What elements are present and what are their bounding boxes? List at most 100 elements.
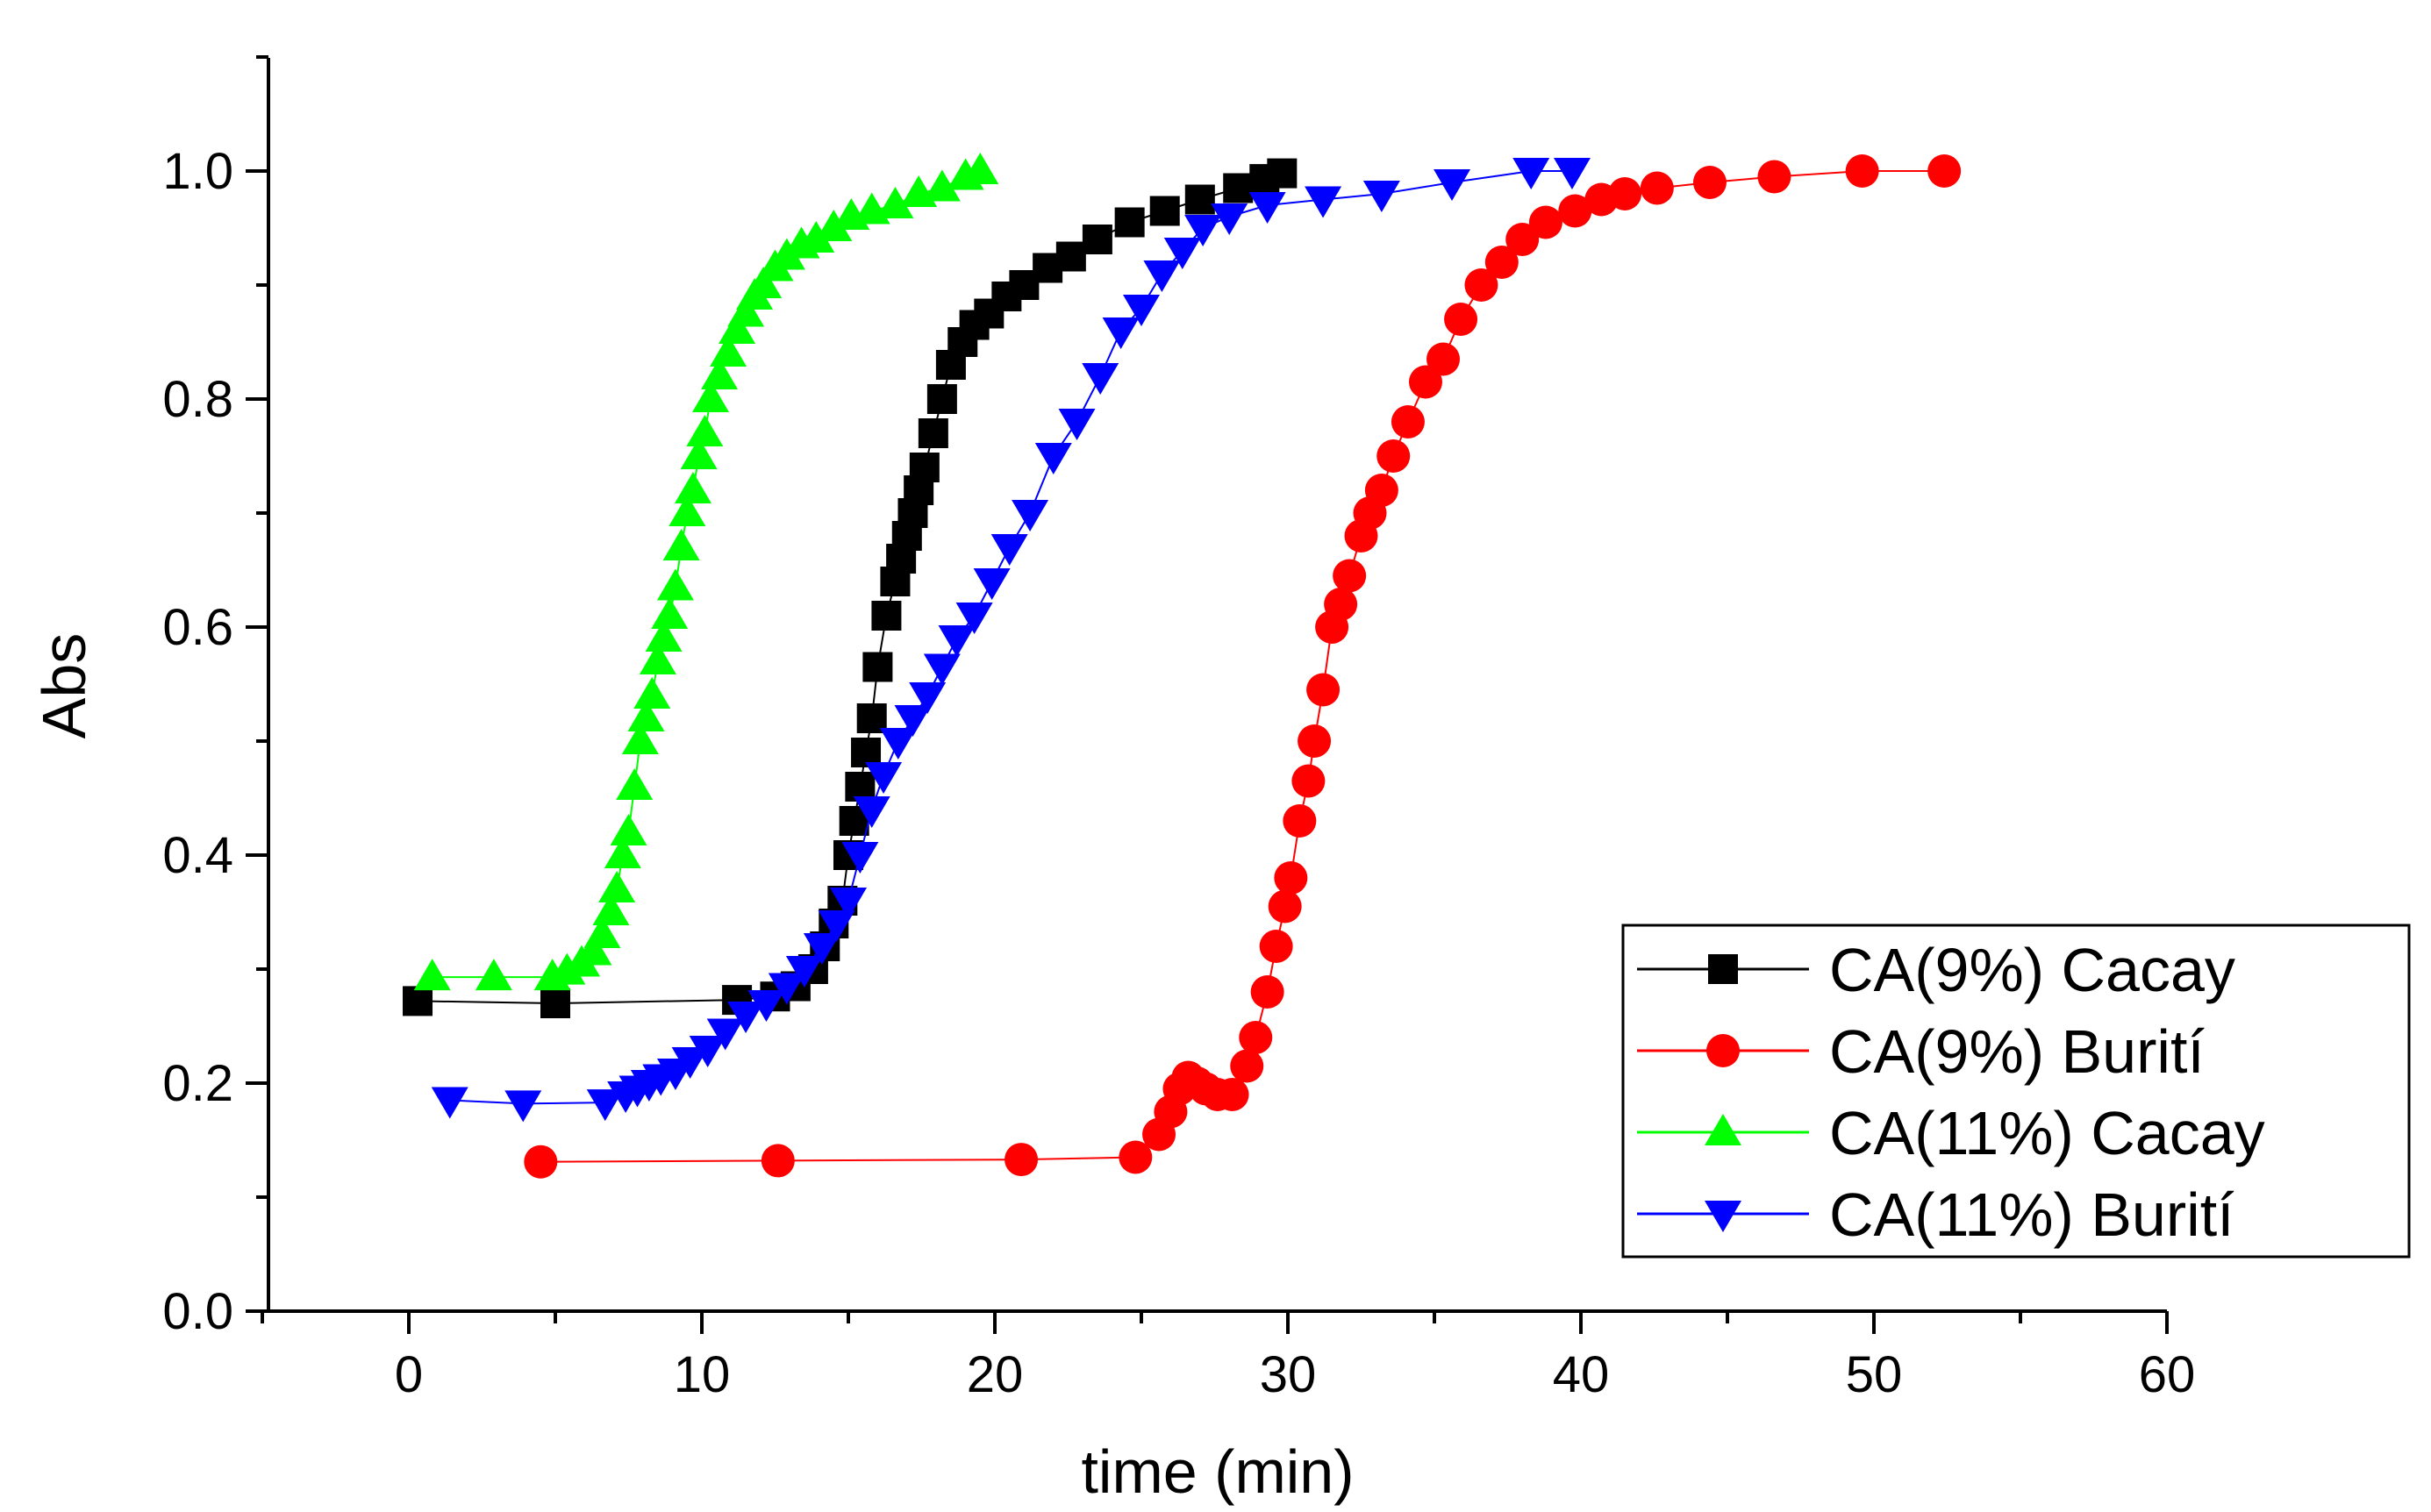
data-point — [616, 768, 654, 800]
y-ticks: 0.0 0.2 0.4 0.6 0.8 1.0 — [162, 55, 268, 1340]
legend-label: CA(9%) Burití — [1829, 1017, 2205, 1086]
data-point — [1408, 365, 1442, 399]
data-point — [785, 956, 823, 988]
data-point — [669, 495, 706, 526]
data-point — [701, 358, 739, 389]
data-point — [871, 601, 902, 631]
plot-series — [403, 153, 1962, 1179]
data-point — [894, 705, 932, 737]
data-point — [592, 894, 630, 925]
data-point — [639, 643, 676, 674]
data-point — [918, 418, 948, 448]
legend-marker — [1705, 1201, 1741, 1232]
data-point — [1012, 500, 1049, 531]
data-point — [1464, 268, 1498, 302]
data-point — [1211, 203, 1248, 235]
data-point — [1434, 169, 1471, 201]
data-point — [853, 796, 890, 828]
data-point — [680, 438, 718, 469]
data-point — [990, 534, 1028, 566]
legend-label: CA(11%) Cacay — [1829, 1099, 2265, 1167]
data-point — [524, 1145, 558, 1179]
data-point — [689, 1036, 726, 1067]
data-point — [710, 335, 747, 367]
data-point — [1215, 1078, 1249, 1111]
data-point — [504, 1090, 542, 1123]
data-point — [540, 988, 570, 1018]
data-point — [1163, 238, 1201, 269]
data-point — [575, 933, 612, 966]
data-point — [706, 1018, 744, 1051]
data-point — [926, 384, 957, 414]
data-point — [1757, 160, 1791, 194]
data-point — [1391, 405, 1425, 439]
data-point — [909, 453, 940, 482]
data-point — [1119, 1140, 1153, 1174]
data-point — [475, 959, 512, 991]
data-point — [1305, 186, 1342, 218]
data-point — [862, 652, 893, 682]
y-tick-label: 0.4 — [162, 827, 233, 884]
x-tick-label: 60 — [2139, 1346, 2196, 1403]
data-point — [1306, 673, 1341, 707]
data-point — [1102, 317, 1140, 349]
data-point — [633, 677, 671, 709]
data-point — [841, 842, 879, 874]
data-point — [1143, 260, 1181, 292]
data-point — [1268, 889, 1302, 924]
legend-marker — [1706, 1034, 1740, 1067]
x-tick-label: 20 — [967, 1346, 1024, 1403]
data-point — [1512, 158, 1550, 189]
data-point — [803, 933, 840, 965]
x-ticks: 0 10 20 30 40 50 60 — [261, 1311, 2196, 1403]
y-tick-label: 0.0 — [162, 1283, 233, 1340]
legend-entry: CA(9%) Cacay — [1637, 936, 2235, 1004]
data-point — [1333, 559, 1367, 593]
data-point — [627, 700, 665, 731]
data-point — [1259, 930, 1293, 963]
data-point — [1055, 241, 1086, 272]
y-axis-title: Abs — [30, 633, 98, 739]
data-point — [431, 1087, 468, 1119]
legend-box — [1621, 924, 2411, 1259]
data-point — [747, 990, 785, 1022]
legend-label: CA(9%) Cacay — [1829, 936, 2235, 1004]
data-point — [1484, 246, 1519, 279]
data-point — [865, 762, 903, 794]
data-point — [727, 295, 765, 327]
x-tick-label: 40 — [1553, 1346, 1610, 1403]
data-point — [1149, 196, 1180, 226]
data-point — [1692, 166, 1727, 199]
data-point — [1114, 207, 1145, 238]
legend-marker — [1708, 954, 1738, 984]
data-point — [598, 871, 636, 902]
data-point — [1274, 861, 1308, 895]
data-point — [745, 267, 783, 298]
y-tick-label: 0.2 — [162, 1055, 233, 1112]
data-point — [879, 728, 917, 760]
series-2 — [524, 154, 1962, 1179]
data-point — [674, 472, 711, 503]
legend: CA(9%) Cacay CA(9%) Burití CA(11%) Cacay CA… — [1621, 924, 2411, 1259]
data-point — [583, 916, 621, 948]
data-point — [1362, 181, 1400, 212]
series-3 — [413, 153, 999, 991]
data-point — [938, 625, 976, 657]
data-point — [1005, 1143, 1039, 1177]
data-point — [686, 415, 724, 446]
data-point — [692, 381, 730, 412]
data-point — [1558, 194, 1592, 228]
data-point — [818, 910, 855, 942]
x-tick-label: 30 — [1260, 1346, 1317, 1403]
data-point — [923, 169, 961, 202]
data-point — [1239, 1021, 1273, 1054]
data-point — [1267, 158, 1298, 189]
legend-label: CA(11%) Burití — [1829, 1180, 2234, 1249]
data-point — [621, 723, 659, 754]
data-point — [645, 620, 683, 652]
data-point — [1283, 804, 1317, 838]
data-point — [1927, 154, 1962, 188]
x-tick-label: 0 — [395, 1346, 423, 1403]
data-point — [923, 653, 961, 686]
